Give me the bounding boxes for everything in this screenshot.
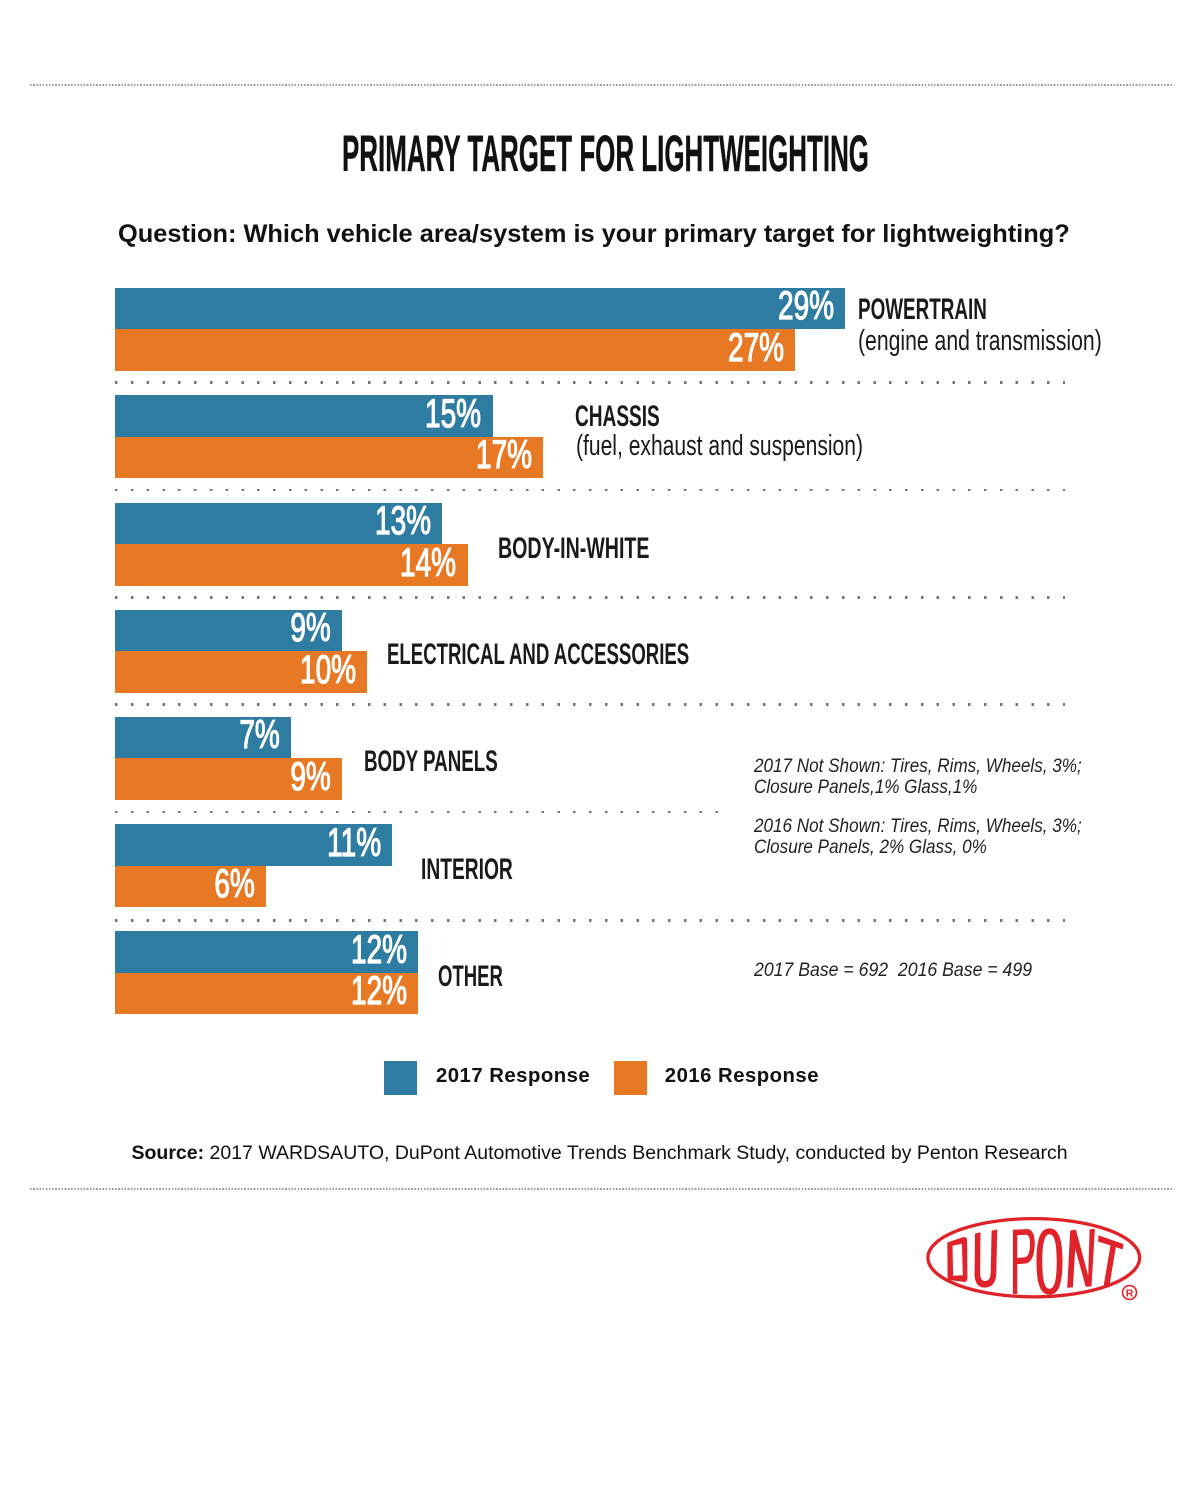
svg-text:R: R	[1126, 1287, 1134, 1299]
